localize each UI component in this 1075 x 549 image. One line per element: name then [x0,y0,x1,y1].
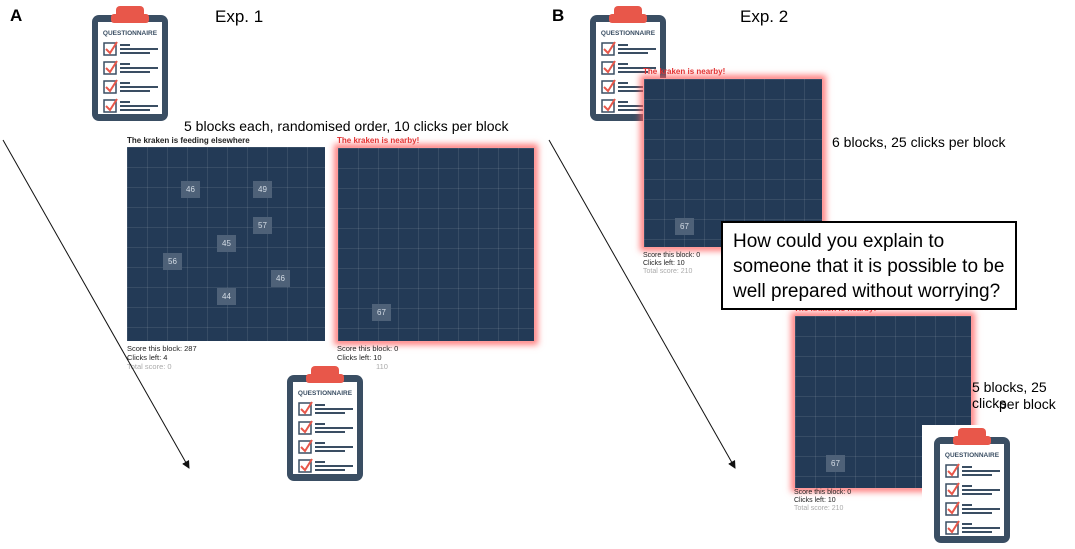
grid-cell[interactable]: 67 [826,455,845,472]
timeline-arrow-a [2,139,190,469]
questionnaire-label: QUESTIONNAIRE [601,30,656,37]
total-score-bottom: Total score: 210 [794,505,844,512]
clicks-left-bottom: Clicks left: 10 [794,497,836,504]
questionnaire-clipboard-icon: QUESTIONNAIRE [932,427,1012,545]
score-this-block-top: Score this block: 0 [643,252,701,259]
clicks-left-right: Clicks left: 10 [337,353,382,362]
grid-cell[interactable]: 46 [271,270,290,287]
questionnaire-label: QUESTIONNAIRE [298,390,353,397]
panel-b-title: Exp. 2 [740,7,789,26]
panel-a-letter: A [10,6,23,25]
caption-5-blocks-line1: 5 blocks, 25 clicks [972,379,1047,411]
panel-b-letter: B [552,6,565,25]
grid-cell[interactable]: 56 [163,253,182,270]
total-score-right: 110 [376,362,388,371]
kraken-grid-right[interactable]: 67 [337,147,535,342]
questionnaire-label: QUESTIONNAIRE [945,452,1000,459]
questionnaire-clipboard-icon: QUESTIONNAIRE [285,365,365,483]
questionnaire-clipboard-icon: QUESTIONNAIRE [90,5,170,123]
panel-a-title: Exp. 1 [215,7,264,26]
kraken-grid-bottom[interactable]: 67 [794,315,972,489]
kraken-grid-left[interactable]: 46 49 57 45 56 46 44 [127,147,325,341]
grid-cell[interactable]: 57 [253,217,272,234]
grid-cell[interactable]: 45 [217,235,236,252]
clicks-left-left: Clicks left: 4 [127,353,168,362]
panel-a-design-caption: 5 blocks each, randomised order, 10 clic… [184,118,509,134]
kraken-status-left: The kraken is feeding elsewhere [127,136,250,145]
grid-cell[interactable]: 67 [675,218,694,235]
grid-cell[interactable]: 67 [372,304,391,321]
caption-5-blocks-line2: per block [999,396,1056,412]
worry-question-box: How could you explain to someone that it… [721,221,1017,310]
kraken-status-right: The kraken is nearby! [337,136,420,145]
total-score-left: Total score: 0 [127,362,172,371]
caption-6-blocks: 6 blocks, 25 clicks per block [832,134,1006,150]
kraken-status-top: The kraken is nearby! [643,67,726,76]
grid-cell[interactable]: 46 [181,181,200,198]
score-this-block-bottom: Score this block: 0 [794,489,852,496]
kraken-grid-top[interactable]: 67 [643,78,823,248]
timeline-arrow-b [548,139,736,469]
score-this-block-left: Score this block: 287 [127,344,197,353]
clicks-left-top: Clicks left: 10 [643,260,685,267]
score-this-block-right: Score this block: 0 [337,344,399,353]
grid-cell[interactable]: 49 [253,181,272,198]
questionnaire-label: QUESTIONNAIRE [103,30,158,37]
total-score-top: Total score: 210 [643,268,693,275]
grid-cell[interactable]: 44 [217,288,236,305]
